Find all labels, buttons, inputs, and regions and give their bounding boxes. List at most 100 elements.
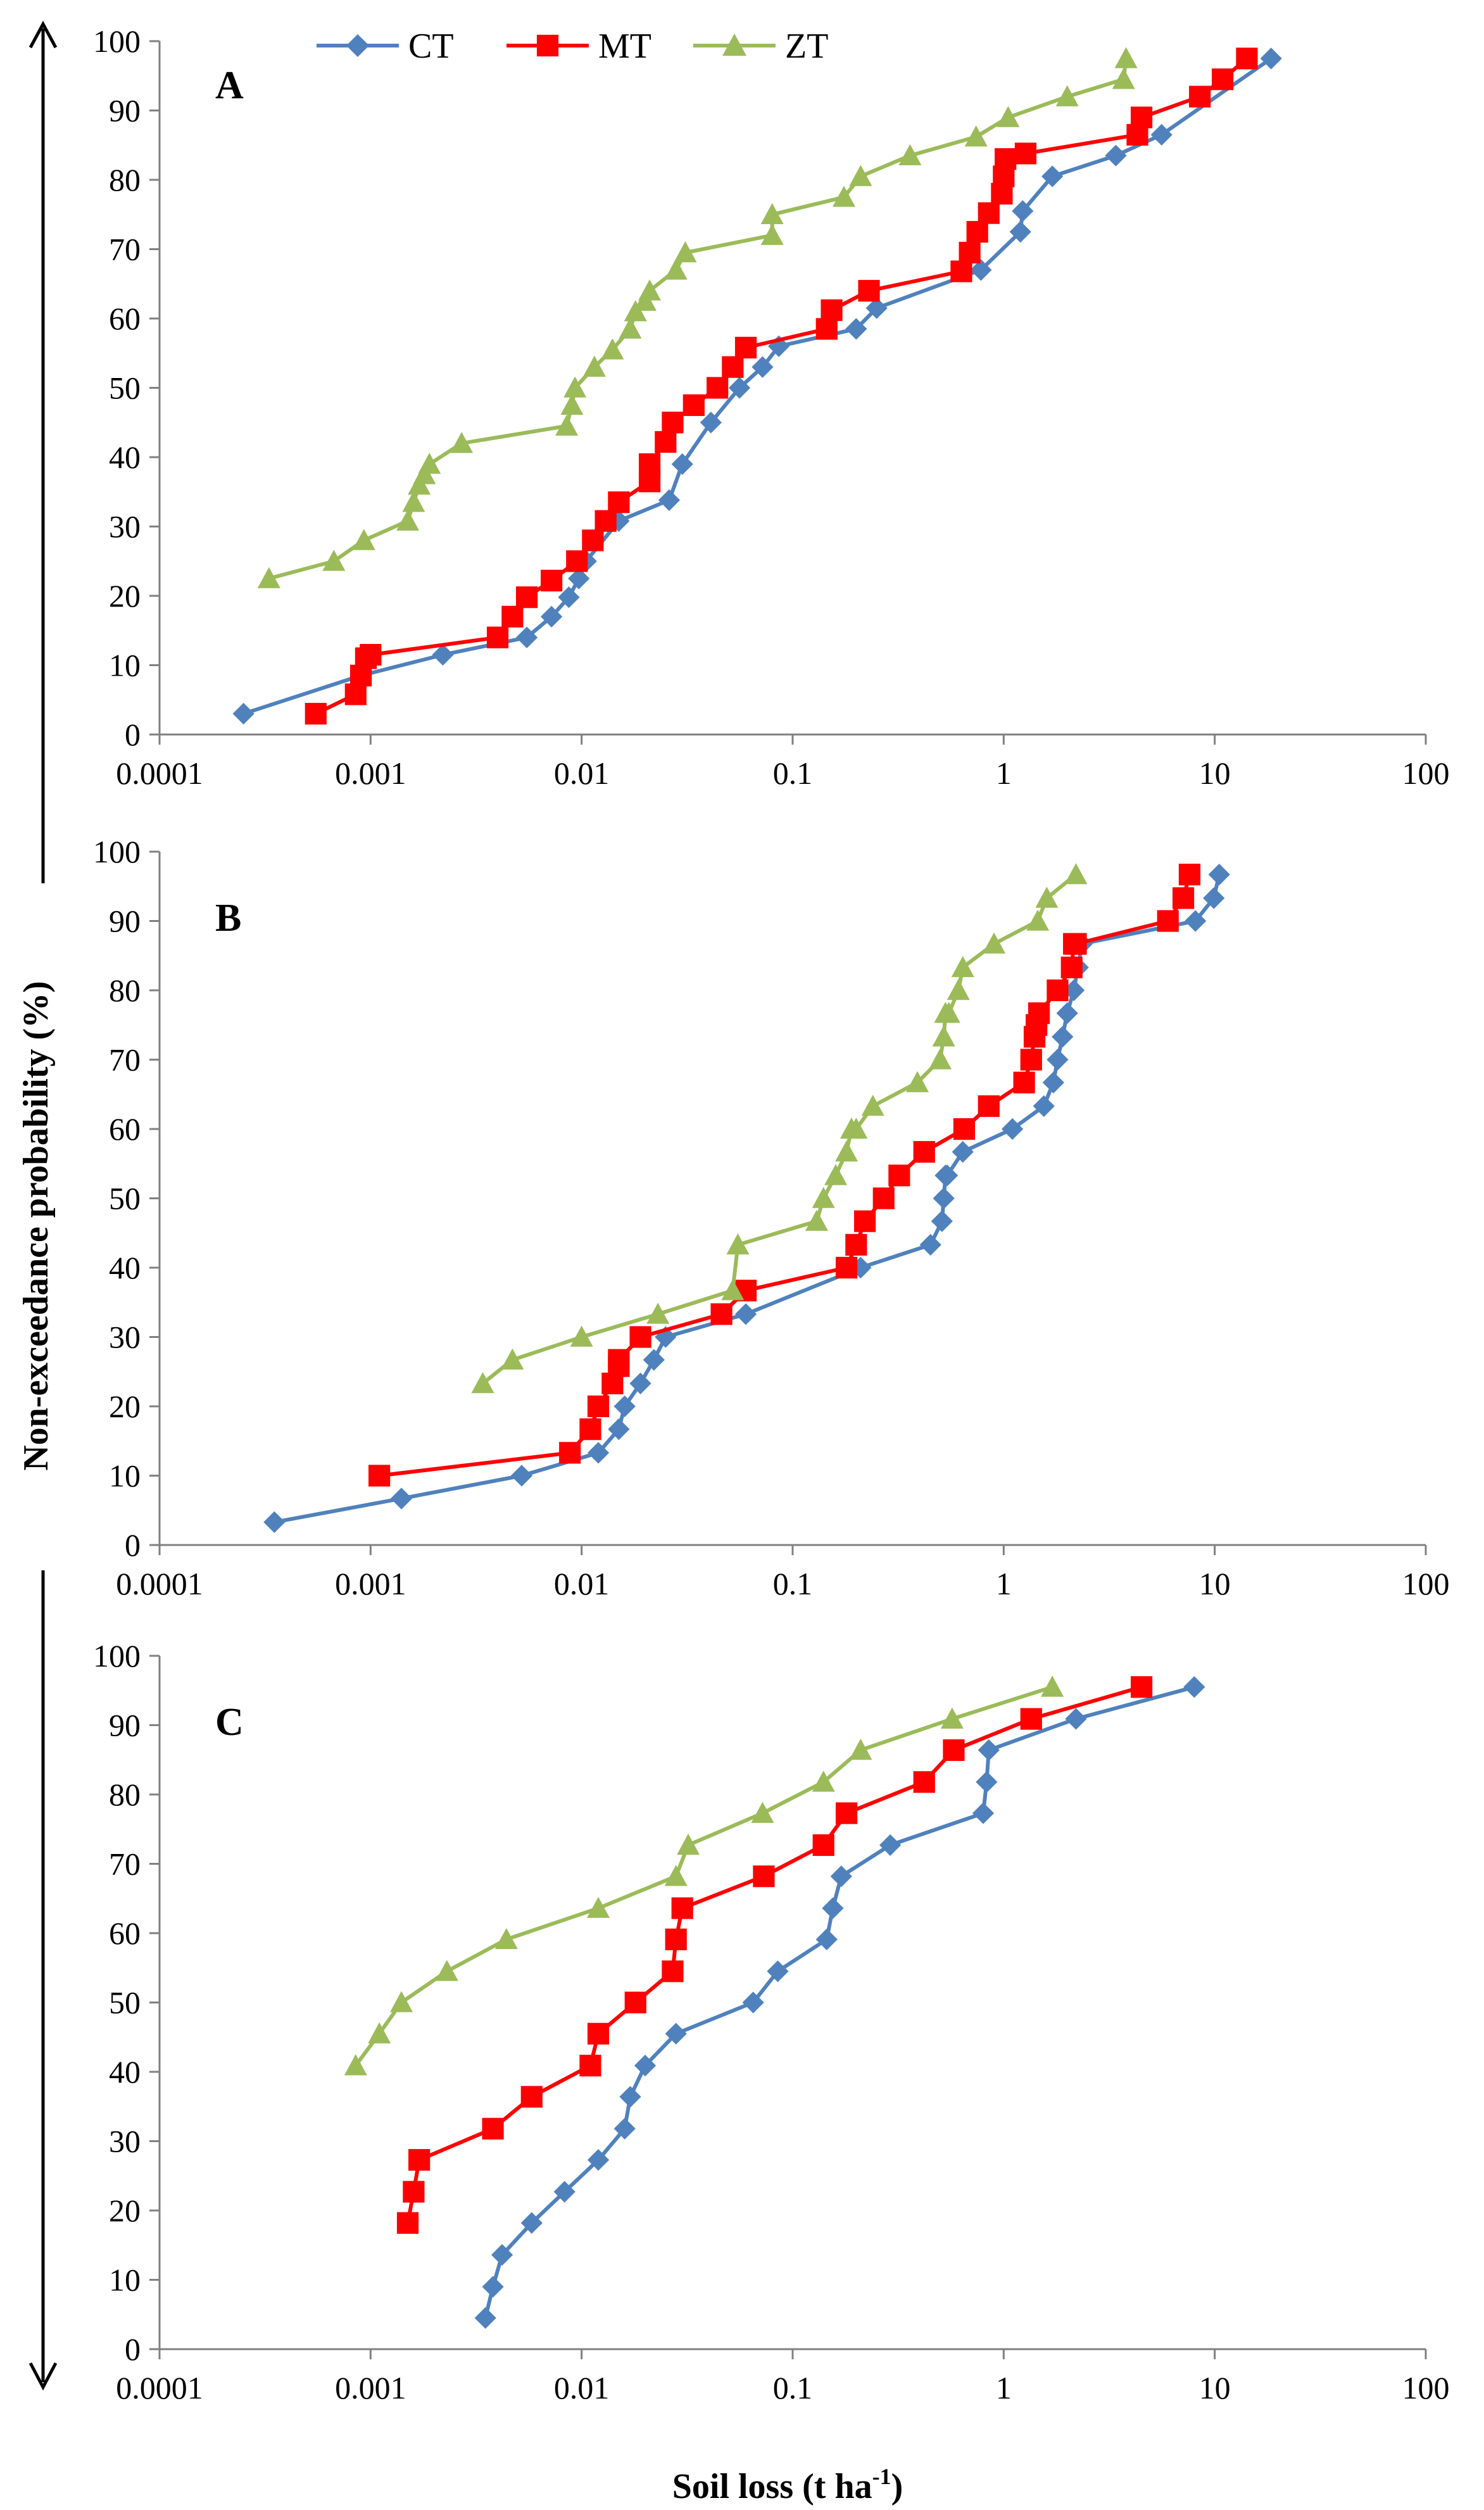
series-line-mt (406, 1685, 1142, 2224)
data-point-ct (643, 1349, 665, 1371)
data-point-zt (845, 1118, 868, 1139)
y-tick-label: 80 (109, 162, 141, 198)
data-point-mt (486, 626, 509, 648)
data-point-mt (978, 202, 1000, 224)
data-point-zt (435, 1960, 458, 1981)
y-tick-label: 80 (109, 1777, 141, 1812)
data-point-zt (951, 955, 974, 978)
x-tick-label: 1 (996, 2370, 1012, 2406)
y-tick-label: 70 (109, 232, 141, 267)
data-point-mt (1028, 1002, 1050, 1025)
data-point-zt (368, 2022, 391, 2044)
data-point-mt (360, 643, 382, 666)
x-tick-label: 100 (1402, 2370, 1450, 2406)
panel-b: 0 10 20 30 40 50 60 70 80 90 100 0.0001 0.001 0.01 0.1… (93, 834, 1450, 1601)
y-tick-label: 10 (109, 2262, 141, 2298)
arrow-head-up (28, 20, 58, 49)
x-tick-label: 0.0001 (116, 2370, 203, 2406)
data-point-zt (1055, 85, 1079, 106)
y-tick-label: 100 (93, 834, 141, 869)
data-point-mt (559, 1442, 581, 1464)
data-point-mt (624, 1991, 646, 2014)
data-point-mt (913, 1141, 935, 1163)
data-point-zt (1035, 886, 1059, 908)
data-point-zt (1026, 909, 1050, 931)
data-point-ct (1052, 1026, 1074, 1048)
data-point-ct (845, 318, 867, 340)
data-point-zt (601, 338, 624, 360)
data-point-ct (742, 1991, 764, 2014)
data-point-zt (396, 509, 420, 531)
data-point-mt (629, 1326, 651, 1348)
data-point-mt (1130, 106, 1153, 129)
y-tick-label: 0 (125, 1527, 141, 1563)
data-point-zt (760, 203, 784, 225)
data-point-mt (959, 241, 981, 264)
data-point-ct (613, 2117, 636, 2140)
data-point-ct (1203, 887, 1225, 909)
data-point-zt (501, 1348, 524, 1370)
panel-a: 0 10 20 30 40 50 60 70 80 90 100 0.0001 0.001 0.01 0.1… (93, 23, 1450, 791)
panel-label: A (215, 64, 244, 107)
data-point-mt (638, 453, 661, 476)
data-point-zt (402, 491, 425, 512)
data-point-zt (751, 1801, 774, 1823)
data-point-mt (1212, 68, 1234, 91)
data-point-ct (1065, 1708, 1087, 1730)
data-point-zt (674, 241, 697, 263)
data-point-zt (928, 1048, 952, 1069)
data-point-zt (352, 529, 375, 550)
data-point-mt (1020, 1708, 1042, 1730)
data-point-zt (726, 1233, 750, 1255)
data-point-mt (579, 2055, 601, 2077)
y-tick-label: 50 (109, 1985, 141, 2021)
x-tick-label: 0.0001 (116, 1566, 203, 1601)
y-tick-label: 90 (109, 904, 141, 939)
data-point-mt (821, 299, 843, 321)
data-point-ct (952, 1141, 974, 1163)
y-tick-label: 60 (109, 301, 141, 336)
data-point-zt (471, 1372, 494, 1394)
data-point-ct (1260, 47, 1282, 70)
data-point-mt (1157, 910, 1179, 932)
data-point-mt (368, 1465, 391, 1487)
data-point-zt (835, 1140, 858, 1162)
data-point-zt (812, 1187, 835, 1208)
data-point-mt (682, 394, 705, 416)
x-tick-label: 0.01 (554, 755, 610, 791)
legend-label-zt: ZT (785, 27, 828, 66)
data-point-zt (638, 279, 662, 301)
data-point-zt (906, 1071, 929, 1092)
x-tick-label: 0.1 (773, 2370, 813, 2406)
data-point-ct (879, 1834, 902, 1857)
data-point-ct (728, 377, 751, 399)
data-point-ct (613, 1395, 636, 1418)
x-axis-title-superscript: -1 (872, 2464, 891, 2489)
data-point-ct (1033, 1095, 1055, 1117)
data-point-zt (964, 125, 988, 147)
data-point-zt (940, 1707, 964, 1729)
data-point-mt (587, 2022, 610, 2045)
data-point-mt (396, 2212, 419, 2234)
data-point-mt (753, 1865, 775, 1888)
data-point-mt (1060, 956, 1083, 978)
data-point-mt (541, 569, 563, 592)
data-point-ct (1041, 165, 1064, 187)
data-point-ct (830, 1865, 852, 1888)
x-tick-label: 0.0001 (116, 755, 203, 791)
data-point-zt (322, 550, 346, 571)
data-point-ct (658, 489, 681, 511)
legend-marker-mt (536, 34, 559, 57)
y-tick-label: 90 (109, 93, 141, 129)
data-point-mt (655, 431, 677, 453)
y-tick-label: 40 (109, 439, 141, 475)
data-point-zt (450, 432, 474, 453)
data-point-mt (482, 2117, 504, 2140)
y-tick-label: 30 (109, 1320, 141, 1355)
data-point-mt (608, 491, 630, 514)
data-point-mt (516, 586, 538, 609)
y-tick-label: 0 (125, 717, 141, 752)
data-point-ct (1056, 1002, 1078, 1025)
data-point-ct (629, 1372, 651, 1394)
